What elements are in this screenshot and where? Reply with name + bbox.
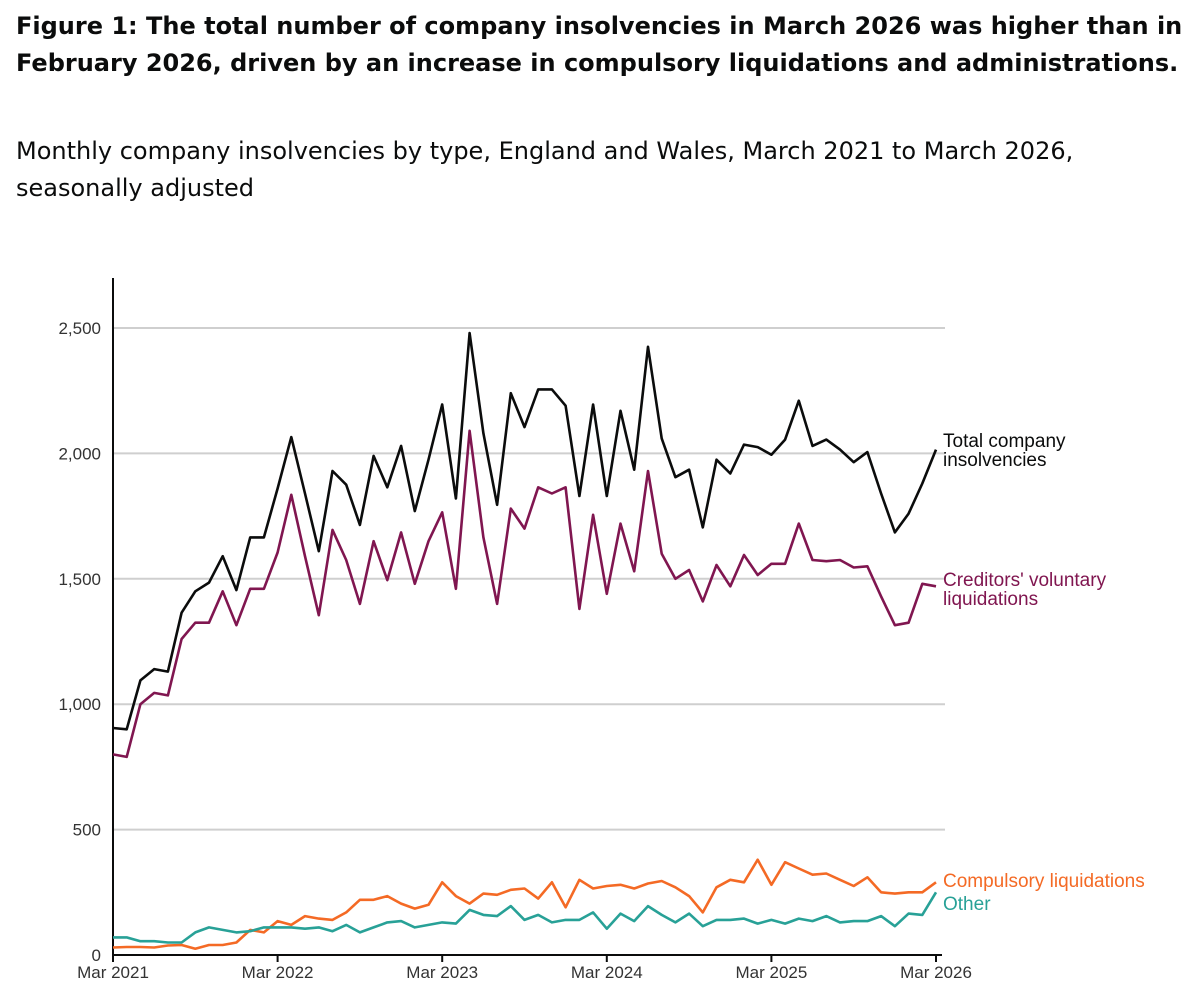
- series-label-total: insolvencies: [943, 450, 1047, 471]
- series-line-total: [112, 331, 938, 731]
- x-tick-label: Mar 2023: [406, 963, 478, 982]
- series-label-cvl: Creditors' voluntary: [943, 570, 1107, 591]
- y-tick-label: 0: [92, 946, 101, 965]
- y-tick-label: 1,500: [58, 570, 101, 589]
- x-tick-label: Mar 2022: [242, 963, 314, 982]
- series-line-compulsory: [112, 858, 937, 950]
- series-line-other: [113, 891, 938, 944]
- x-tick-label: Mar 2021: [77, 963, 149, 982]
- y-tick-label: 2,500: [58, 319, 101, 338]
- y-tick-label: 2,000: [58, 444, 101, 463]
- series-line-cvl: [112, 429, 937, 759]
- series-label-cvl: liquidations: [943, 589, 1038, 610]
- y-tick-label: 500: [73, 821, 101, 840]
- chart-subtitle: Monthly company insolvencies by type, En…: [16, 137, 1074, 202]
- series-label-total: Total company: [943, 431, 1066, 452]
- x-tick-label: Mar 2026: [900, 963, 972, 982]
- series-label-compulsory: Compulsory liquidations: [943, 871, 1145, 892]
- chart-title: Figure 1: The total number of company in…: [16, 12, 1183, 77]
- y-tick-label: 1,000: [58, 695, 101, 714]
- x-tick-label: Mar 2024: [571, 963, 643, 982]
- series-label-other: Other: [943, 894, 991, 915]
- x-tick-label: Mar 2025: [735, 963, 807, 982]
